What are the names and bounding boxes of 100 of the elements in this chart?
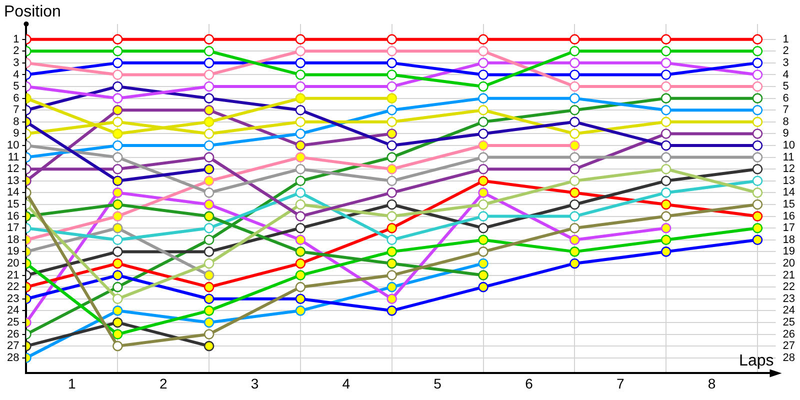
y-tick-label: 12 (6, 163, 20, 176)
point (386, 152, 398, 162)
point (752, 104, 763, 116)
point (295, 270, 306, 280)
point (660, 176, 672, 186)
point (752, 34, 763, 44)
point (204, 58, 214, 68)
point (386, 70, 398, 80)
point (478, 176, 488, 186)
point (386, 222, 398, 234)
point (660, 152, 672, 162)
point (295, 211, 306, 222)
y-tick-label: 24 (6, 304, 20, 317)
y-tick-label: 22 (6, 281, 20, 294)
point (112, 294, 123, 304)
point (112, 140, 123, 151)
point (570, 222, 580, 234)
point (386, 176, 398, 186)
y-tick-label: 18 (6, 234, 20, 246)
point (570, 211, 580, 222)
y-tick-label: 20 (6, 258, 20, 270)
point (660, 70, 672, 80)
point (204, 140, 214, 151)
x-tick-label: 3 (250, 375, 259, 392)
point (660, 164, 672, 174)
point (112, 70, 123, 80)
point (570, 176, 580, 186)
point (112, 152, 123, 162)
point (752, 222, 763, 234)
point (570, 234, 580, 246)
y2-tick-label: 23 (782, 292, 796, 305)
point (660, 234, 672, 246)
point (295, 93, 306, 104)
point (204, 104, 214, 116)
point (204, 188, 214, 198)
point (660, 46, 672, 56)
point (112, 258, 123, 269)
point (295, 246, 306, 257)
y-tick-label: 9 (13, 128, 20, 140)
point (660, 116, 672, 128)
point (570, 152, 580, 162)
point (112, 234, 123, 246)
y2-tick-label: 22 (782, 281, 796, 294)
point (478, 199, 488, 210)
point (386, 246, 398, 257)
point (478, 70, 488, 80)
point (386, 294, 398, 304)
point (570, 34, 580, 44)
point (204, 152, 214, 162)
y2-tick-label: 27 (782, 340, 796, 352)
y-tick-label: 27 (6, 340, 20, 352)
point (204, 329, 214, 340)
point (752, 164, 763, 174)
point (295, 306, 306, 316)
point (386, 234, 398, 246)
y-tick-label: 11 (8, 151, 20, 164)
y-tick-label: 21 (6, 269, 20, 282)
point (204, 164, 214, 174)
point (660, 246, 672, 257)
point (295, 258, 306, 269)
y2-tick-label: 20 (782, 258, 796, 270)
point (752, 116, 763, 128)
point (478, 93, 488, 104)
point (570, 81, 580, 92)
point (295, 34, 306, 44)
y-tick-label: 3 (13, 56, 20, 69)
point (204, 70, 214, 80)
point (478, 188, 488, 198)
point (295, 46, 306, 56)
point (204, 234, 214, 246)
x-tick-label: 7 (616, 375, 624, 392)
point (478, 258, 488, 269)
point (386, 140, 398, 151)
point (478, 270, 488, 280)
point (660, 104, 672, 116)
y2-tick-label: 21 (782, 269, 796, 282)
point (204, 46, 214, 56)
point (295, 58, 306, 68)
point (386, 188, 398, 198)
point (295, 128, 306, 139)
point (295, 176, 306, 186)
y-tick-label: 10 (6, 140, 20, 152)
x-tick-label: 8 (708, 375, 716, 392)
point (570, 116, 580, 128)
point (295, 70, 306, 80)
point (478, 81, 488, 92)
point (752, 58, 763, 68)
point (112, 306, 123, 316)
y2-tick-label: 13 (782, 174, 796, 187)
point (204, 211, 214, 222)
y2-tick-label: 1 (782, 33, 789, 46)
point (752, 152, 763, 162)
point (570, 58, 580, 68)
y-tick-label: 26 (6, 328, 20, 340)
point (204, 258, 214, 269)
point (204, 116, 214, 128)
y2-tick-label: 11 (782, 151, 794, 164)
y-tick-label: 1 (13, 33, 20, 46)
y2-tick-label: 2 (782, 45, 789, 58)
point (478, 104, 488, 116)
